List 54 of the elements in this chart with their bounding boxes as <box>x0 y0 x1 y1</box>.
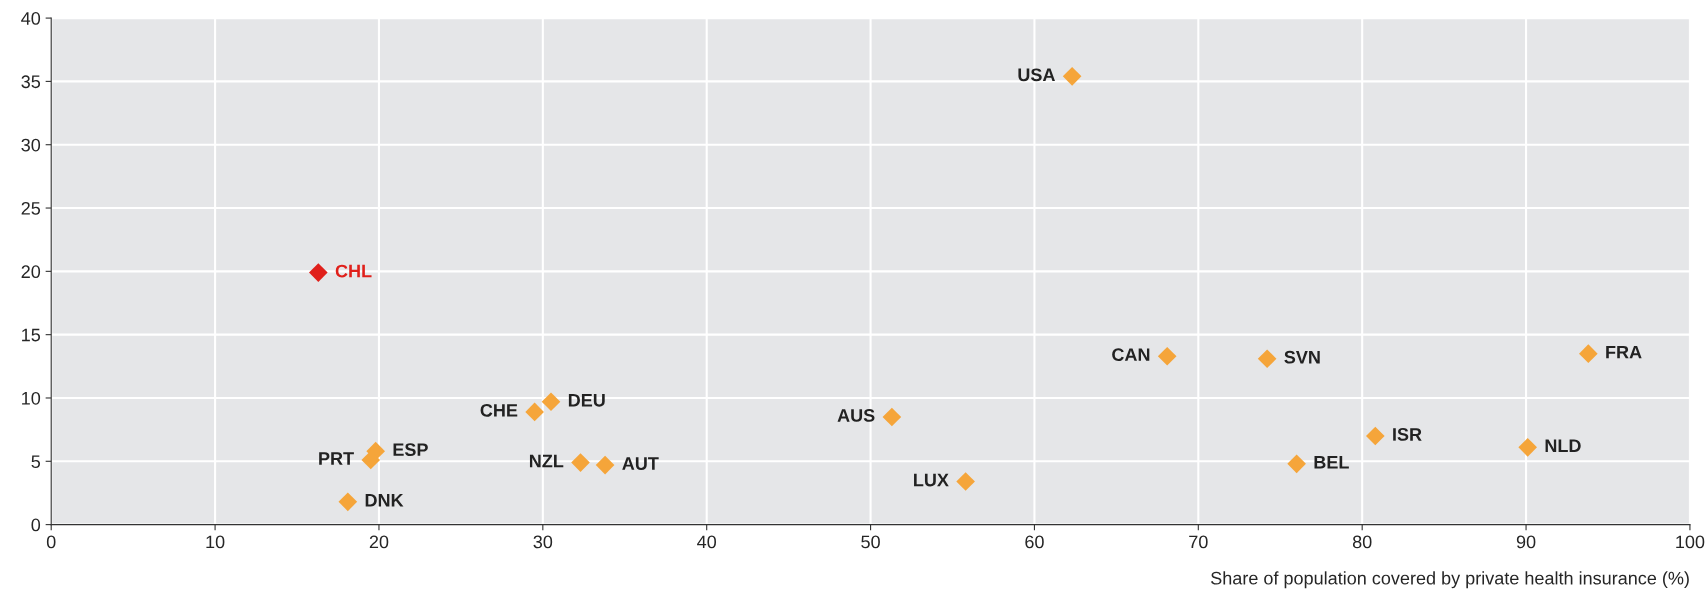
series-label: ESP <box>393 443 428 457</box>
y-tick-label: 25 <box>21 201 41 215</box>
x-tick-label: 50 <box>861 535 880 549</box>
series-label: DNK <box>365 494 404 507</box>
point <box>338 492 358 512</box>
series-label: CAN <box>1112 348 1150 362</box>
point <box>525 402 544 422</box>
series-label: CHL <box>335 264 372 278</box>
series-label: NLD <box>1545 439 1581 453</box>
y-tick-label: 35 <box>21 75 41 89</box>
series-label: FRA <box>1606 345 1642 359</box>
series-label: SVN <box>1284 350 1320 364</box>
series-label: LUX <box>914 473 949 487</box>
x-tick-label: 90 <box>1516 535 1536 549</box>
point <box>1365 426 1385 446</box>
y-tick-label: 0 <box>31 518 41 532</box>
y-tick-label: 20 <box>21 265 41 279</box>
point <box>956 472 975 491</box>
x-tick-label: 60 <box>1025 535 1044 549</box>
x-tick-label: 0 <box>46 535 56 549</box>
series-label: AUT <box>622 457 659 470</box>
point <box>1579 344 1598 363</box>
x-axis-title: Share of population covered by private health insurance (%) <box>1211 571 1689 589</box>
y-tick-label: 5 <box>31 455 41 469</box>
y-tick-label: 40 <box>21 12 41 25</box>
series-label: PRT <box>319 452 354 465</box>
point <box>1257 349 1277 369</box>
point <box>1518 438 1538 457</box>
y-tick-label: 10 <box>22 391 41 405</box>
series-label: NZL <box>529 454 564 468</box>
point <box>541 392 561 412</box>
x-tick-label: 80 <box>1352 535 1372 549</box>
point <box>361 450 381 470</box>
point <box>309 263 328 282</box>
x-tick-label: 10 <box>206 535 225 549</box>
y-tick-label: 30 <box>21 138 41 152</box>
series-label: ISR <box>1393 428 1422 441</box>
x-tick-label: 70 <box>1189 535 1208 549</box>
series-label: CHE <box>480 403 518 417</box>
point <box>595 455 615 475</box>
y-tick-label: 15 <box>22 328 41 342</box>
x-tick-label: 20 <box>369 535 389 549</box>
series-label: BEL <box>1314 456 1349 469</box>
point <box>1157 346 1177 366</box>
point <box>1062 67 1082 86</box>
point <box>882 407 902 427</box>
point <box>571 453 590 472</box>
series-label: AUS <box>837 409 875 422</box>
x-tick-label: 100 <box>1676 535 1705 549</box>
series-label: DEU <box>568 394 605 407</box>
point <box>1287 454 1306 474</box>
x-tick-label: 30 <box>533 535 553 549</box>
x-tick-label: 40 <box>697 535 717 549</box>
series-label: USA <box>1018 68 1055 82</box>
